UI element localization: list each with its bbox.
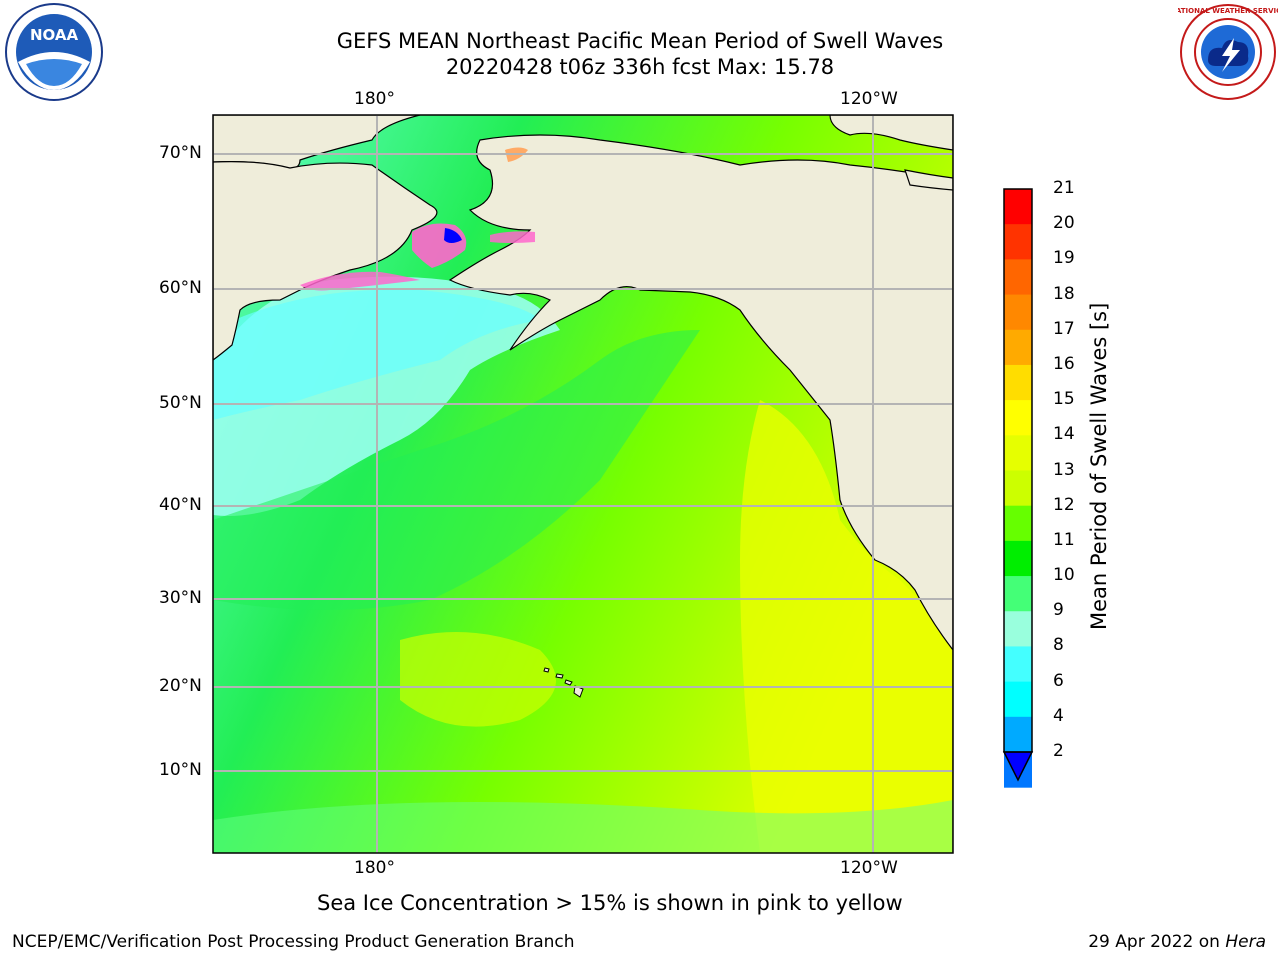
colorbar-tick-label: 2 [1053,741,1064,761]
nws-logo-text: NATIONAL WEATHER SERVICE [1178,7,1278,15]
colorbar-swatch [1004,189,1032,225]
colorbar-swatch [1004,435,1032,471]
colorbar-tick-label: 20 [1053,213,1075,234]
colorbar-tick-label: 13 [1053,459,1075,480]
colorbar-tick-label: 10 [1053,565,1075,586]
noaa-logo: NOAA [4,2,104,102]
graticule [213,115,953,853]
footer-machine: Hera [1225,932,1266,952]
footer-branch: NCEP/EMC/Verification Post Processing Pr… [12,932,575,952]
colorbar-tick-label: 17 [1053,318,1075,339]
footer-timestamp: 29 Apr 2022 on Hera [1088,932,1266,952]
land-hawaii-oahu [555,673,564,679]
sea-ice-norton [490,231,535,243]
colorbar-swatch [1004,646,1032,683]
colorbar-swatch [1004,259,1032,296]
map-frame [212,114,954,854]
sea-ice-edge [300,271,420,291]
land-chukotka [213,161,438,361]
long-period-region [740,400,953,853]
lat-label-20n: 20°N [159,676,202,696]
long-period-patch [400,632,556,727]
colorbar-tick-label: 4 [1053,705,1064,726]
colorbar [1004,189,1032,788]
land-alaska-canada [448,134,953,853]
lat-label-50n: 50°N [159,393,202,413]
lon-label-bottom-120w: 120°W [840,858,898,878]
colorbar-swatch [1004,224,1032,260]
colorbar-tick-label: 21 [1053,178,1075,198]
colorbar-tick-label: 9 [1053,600,1064,621]
colorbar-tick-label: 11 [1053,529,1075,550]
land-hawaii-kauai [543,667,550,673]
colorbar-tick-label: 16 [1053,353,1075,374]
colorbar-swatch [1004,576,1032,612]
colorbar-frame [1003,188,1033,753]
lon-label-bottom-180: 180° [354,858,395,878]
lat-label-60n: 60°N [159,278,202,298]
colorbar-swatch [1004,611,1032,647]
colorbar-swatch [1004,294,1032,331]
lat-label-30n: 30°N [159,588,202,608]
colorbar-swatch [1004,470,1032,507]
nws-logo: NATIONAL WEATHER SERVICE [1170,2,1280,102]
colorbar-tick-label: 15 [1053,389,1075,410]
mid-period-band [213,330,700,610]
lat-label-40n: 40°N [159,495,202,515]
chart-title: GEFS MEAN Northeast Pacific Mean Period … [336,29,944,53]
colorbar-swatch [1004,329,1032,366]
sea-ice-core [444,228,462,243]
colorbar-swatch [1004,400,1032,436]
lon-label-top-180: 180° [354,89,395,109]
colorbar-swatch [1004,364,1032,401]
land-arctic-island [904,169,953,191]
colorbar-tick-label: 12 [1053,494,1075,515]
land-hawaii-maui [564,679,573,686]
sea-ice-note: Sea Ice Concentration > 15% is shown in … [317,891,903,915]
colorbar-tick-label: 19 [1053,248,1075,269]
colorbar-tick-label: 14 [1053,424,1075,445]
southern-band [213,800,953,853]
colorbar-swatch [1004,505,1032,542]
land-arctic-islands [829,115,953,151]
lon-label-top-120w: 120°W [840,89,898,109]
colorbar-swatch [1004,716,1032,753]
colorbar-tick-label: 6 [1053,670,1064,691]
colorbar-tick-label: 18 [1053,283,1075,304]
lat-label-10n: 10°N [159,760,202,780]
colorbar-tick-label: 8 [1053,635,1064,656]
footer-date: 29 Apr 2022 on [1088,932,1226,952]
lat-label-70n: 70°N [159,143,202,163]
colorbar-swatch [1004,540,1032,577]
chart-subtitle: 20220428 t06z 336h fcst Max: 15.78 [445,55,835,79]
colorbar-title: Mean Period of Swell Waves [s] [1087,302,1111,630]
colorbar-swatch [1004,681,1032,718]
noaa-logo-text: NOAA [30,26,79,44]
